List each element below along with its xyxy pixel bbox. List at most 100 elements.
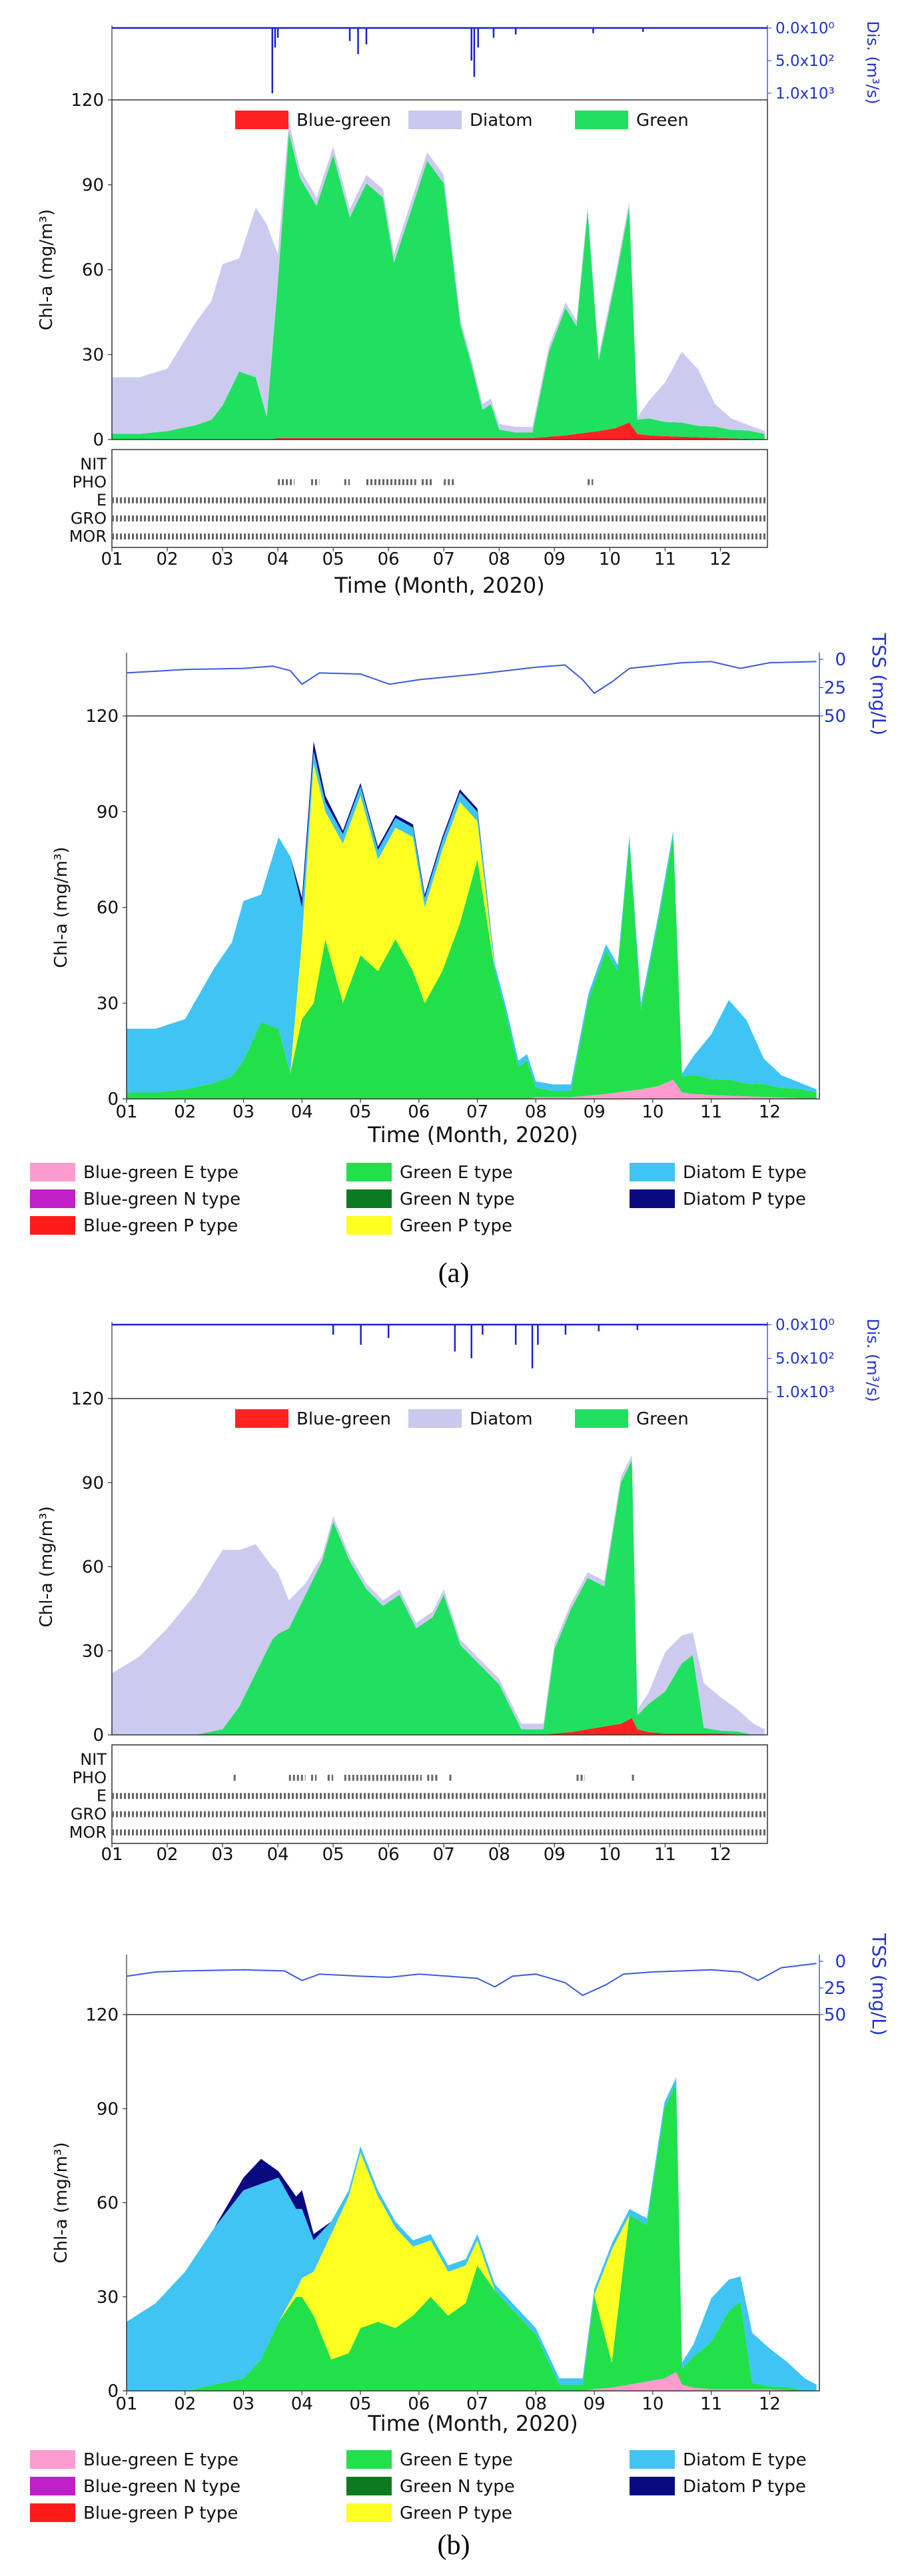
x-tick-label: 11 xyxy=(654,549,676,569)
aux-panel-tss: 0 25 50 TSS (mg/L) xyxy=(126,633,890,735)
x-tick-label: 10 xyxy=(599,1845,621,1865)
aux-tick-label: 50 xyxy=(824,707,846,727)
x-tick-label: 02 xyxy=(174,2394,196,2414)
area-green-p-type xyxy=(127,763,817,1093)
legend: Blue-green Diatom Green xyxy=(235,1409,689,1429)
y-tick-label: 120 xyxy=(71,91,104,111)
x-tick-label: 01 xyxy=(115,1102,137,1122)
x-tick-label: 05 xyxy=(322,549,344,569)
aux-tick-label: 0 xyxy=(835,650,846,670)
x-tick-label: 09 xyxy=(544,1845,566,1865)
x-tick-label: 05 xyxy=(350,1102,372,1122)
legend-swatch-blue-green-n-type xyxy=(30,1189,75,1208)
legend-swatch-blue-green-p-type xyxy=(30,2503,75,2522)
legend-label-blue-green: Blue-green xyxy=(296,111,391,131)
x-tick-label: 09 xyxy=(544,549,566,569)
legend-swatch-blue-green-p-type xyxy=(30,1216,75,1235)
x-tick-label: 08 xyxy=(488,549,510,569)
x-tick-label: 12 xyxy=(709,549,731,569)
aux-panel-discharge: 0.0x10⁰ 5.0x10² 1.0x10³ Dis. (m³/s) xyxy=(111,1317,882,1402)
legend-swatch-green xyxy=(575,111,628,129)
x-tick-label: 09 xyxy=(584,2394,606,2414)
legend-label-green-n-type: Green N type xyxy=(400,1189,515,1209)
legend-swatch-diatom xyxy=(408,111,462,129)
aux-axis-label: Dis. (m³/s) xyxy=(863,1319,882,1402)
legend-label-blue-green-e-type: Blue-green E type xyxy=(83,1163,238,1183)
y-tick-label: 60 xyxy=(97,2194,119,2214)
legend-label-green-p-type: Green P type xyxy=(400,1216,512,1236)
x-tick-label: 04 xyxy=(291,1102,313,1122)
area-blue-green-e-type xyxy=(127,2372,817,2391)
legend-label-blue-green: Blue-green xyxy=(296,1409,391,1429)
y-tick-label: 90 xyxy=(82,1473,104,1493)
x-tick-label: 01 xyxy=(101,1845,123,1865)
x-tick-label: 06 xyxy=(408,2394,430,2414)
legend-label-blue-green-p-type: Blue-green P type xyxy=(83,1216,238,1236)
legend-label-green-e-type: Green E type xyxy=(400,2450,513,2470)
aux-tick-label: 0.0x10⁰ xyxy=(775,20,835,37)
legend-swatch-blue-green xyxy=(235,111,288,129)
aux-panel-tss: 0 25 50 TSS (mg/L) xyxy=(126,1933,890,2036)
panel-label-a: (a) xyxy=(438,1258,470,1289)
area-green xyxy=(112,132,765,440)
limitation-label-pho: PHO xyxy=(73,1768,107,1787)
aux-axis-label: Dis. (m³/s) xyxy=(863,21,882,104)
legend-label-diatom-p-type: Diatom P type xyxy=(683,2477,806,2497)
y-axis-label: Chl-a (mg/m³) xyxy=(51,846,71,968)
y-tick-label: 0 xyxy=(107,2382,119,2402)
legend-label-green: Green xyxy=(636,1409,689,1429)
aux-tick-label: 5.0x10² xyxy=(775,1351,835,1368)
aux-tick-label: 0.0x10⁰ xyxy=(775,1317,835,1334)
x-tick-label: 05 xyxy=(322,1845,344,1865)
x-tick-label: 02 xyxy=(156,549,178,569)
legend-label-green-n-type: Green N type xyxy=(400,2477,515,2497)
legend-swatch-green-e-type xyxy=(346,1163,392,1181)
x-axis-label: Time (Month, 2020) xyxy=(367,1122,578,1147)
aux-tick-label: 0 xyxy=(835,1952,846,1972)
aux-tick-label: 25 xyxy=(824,1979,846,1999)
legend-swatch-green xyxy=(575,1409,628,1428)
x-tick-label: 12 xyxy=(709,1845,731,1865)
legend: Blue-green Diatom Green xyxy=(235,111,689,131)
legend-label-green-e-type: Green E type xyxy=(400,1163,513,1183)
y-tick-label: 30 xyxy=(97,994,119,1014)
y-tick-label: 60 xyxy=(82,1558,104,1578)
limitation-label-e: E xyxy=(97,491,107,509)
legend-label-diatom: Diatom xyxy=(470,111,533,131)
x-tick-label: 07 xyxy=(466,1102,488,1122)
legend-label-blue-green-e-type: Blue-green E type xyxy=(83,2450,238,2470)
legend-swatch-diatom-e-type xyxy=(630,1163,675,1181)
legend-swatch-diatom-p-type xyxy=(630,1189,675,1208)
x-tick-label: 07 xyxy=(433,549,455,569)
area-green xyxy=(112,1460,765,1735)
legend-swatch-diatom-e-type xyxy=(630,2450,675,2469)
y-tick-label: 120 xyxy=(85,707,119,727)
legend-swatch-blue-green xyxy=(235,1409,288,1428)
limitation-label-gro: GRO xyxy=(71,1805,107,1823)
x-tick-label: 05 xyxy=(350,2394,372,2414)
aux-panel-discharge: 0.0x10⁰ 5.0x10² 1.0x10³ Dis. (m³/s) xyxy=(111,20,882,105)
legend: Blue-green E type Blue-green N type Blue-g… xyxy=(30,2450,807,2523)
tss-line xyxy=(126,1963,817,1997)
legend-swatch-green-n-type xyxy=(346,1189,392,1208)
aux-tick-label: 1.0x10³ xyxy=(775,85,835,103)
y-axis-label: Chl-a (mg/m³) xyxy=(51,2142,71,2263)
x-tick-label: 01 xyxy=(101,549,123,569)
y-tick-label: 90 xyxy=(97,803,119,822)
y-tick-label: 0 xyxy=(93,1726,104,1746)
legend-label-diatom-e-type: Diatom E type xyxy=(683,2450,807,2470)
y-axis-label: Chl-a (mg/m³) xyxy=(37,209,57,330)
y-tick-label: 30 xyxy=(82,346,104,366)
x-tick-label: 07 xyxy=(466,2394,488,2414)
x-tick-label: 11 xyxy=(700,2394,722,2414)
x-tick-label: 08 xyxy=(488,1845,510,1865)
x-tick-label: 12 xyxy=(759,1102,781,1122)
aux-axis-label: TSS (mg/L) xyxy=(868,1933,890,2035)
legend-label-blue-green-p-type: Blue-green P type xyxy=(83,2503,238,2523)
area-blue-green-e-type xyxy=(127,1080,817,1099)
y-tick-label: 60 xyxy=(82,260,104,280)
x-tick-label: 04 xyxy=(267,549,289,569)
x-axis-label: Time (Month, 2020) xyxy=(367,2411,578,2436)
